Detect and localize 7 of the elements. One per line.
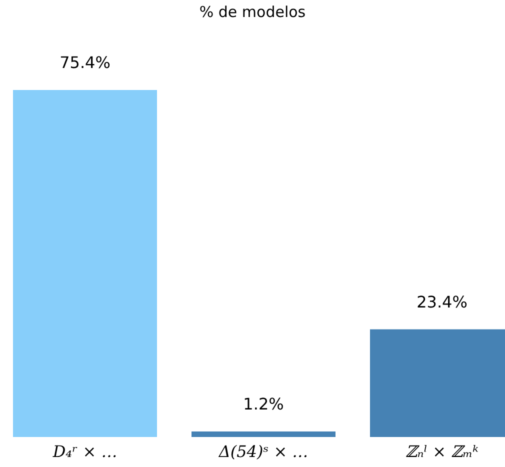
data-label: 75.4% bbox=[60, 53, 110, 72]
x-tick-label: ℤₙˡ × ℤₘᵏ bbox=[406, 442, 479, 461]
x-tick-label: Δ(54)ˢ × … bbox=[218, 442, 308, 461]
data-label: 1.2% bbox=[243, 394, 284, 414]
data-label: 23.4% bbox=[416, 292, 468, 312]
chart-title: % de modelos bbox=[199, 3, 306, 21]
x-tick-label: D₄ʳ × … bbox=[52, 442, 118, 461]
